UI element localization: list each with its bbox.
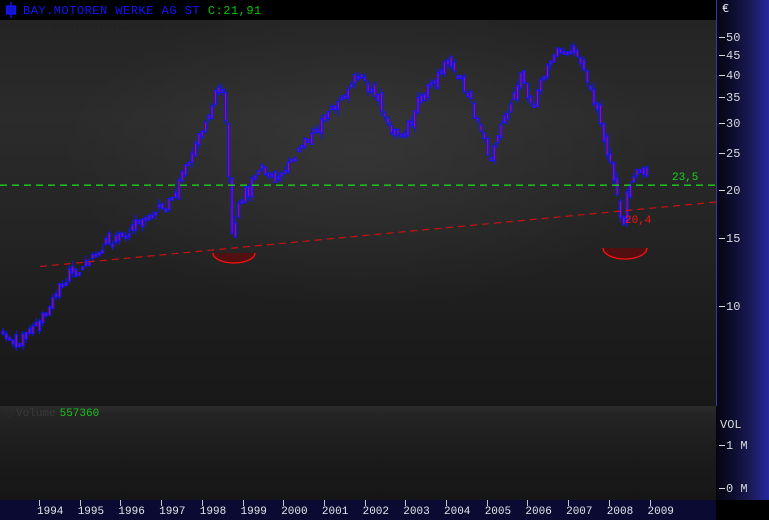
svg-text:20,4: 20,4 [625,215,652,227]
svg-text:23,5: 23,5 [672,172,698,184]
